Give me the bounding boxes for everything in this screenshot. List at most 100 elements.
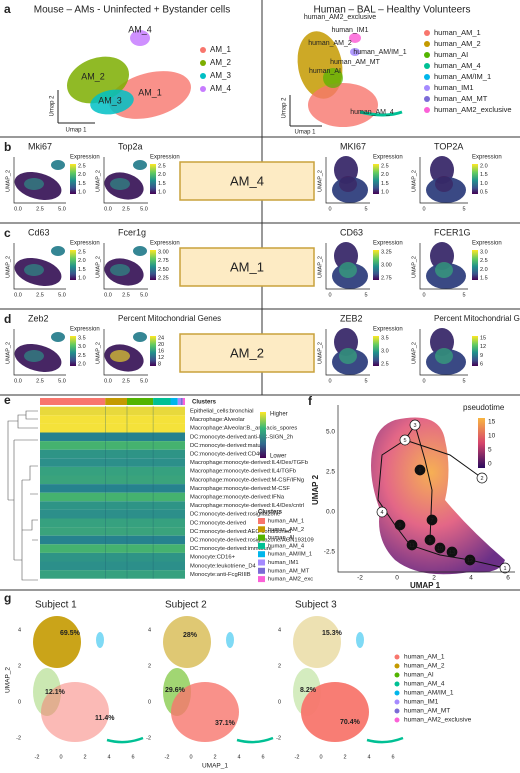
plot-title: FCER1G (434, 227, 471, 237)
axis-title: UMAP_2 (95, 170, 101, 192)
cluster-box-label: AM_4 (230, 173, 264, 188)
node-label: 10 (437, 546, 443, 552)
plot-title: Percent Mitochondrial Genes (434, 314, 520, 323)
axis-line (419, 329, 468, 376)
percent-label: 8.2% (300, 687, 317, 694)
legend-dot (424, 41, 430, 47)
x-tick-label: -2 (165, 754, 170, 760)
plot-title: Top2a (118, 141, 143, 151)
legend-label: human_AM_1 (404, 654, 445, 661)
x-tick-label: 2.5 (36, 378, 44, 384)
legend-label: human_AM_1 (268, 519, 304, 525)
cell-cloud (110, 350, 130, 362)
x-tick-label: 0 (59, 754, 62, 760)
x-tick-label: 4 (367, 754, 370, 760)
row-label: Macrophage:Alveolar (190, 417, 245, 423)
legend-tick-label: 2.0 (78, 361, 86, 367)
x-tick-label: 2 (213, 754, 216, 760)
heatmap-row (40, 544, 185, 553)
percent-label: 11.4% (95, 715, 115, 722)
row-label: Monocyte:CD16+ (190, 555, 236, 561)
legend-dot (200, 86, 206, 92)
legend-title: pseudotime (463, 403, 505, 412)
trajectory-node (376, 506, 388, 518)
percent-label: 37.1% (215, 720, 236, 727)
legend-tick-label: 2.0 (480, 267, 488, 273)
legend-dot (394, 717, 400, 723)
cell-cloud (356, 632, 364, 648)
legend-label: human_AI (434, 50, 468, 59)
cluster-label: human_AM/IM_1 (353, 49, 406, 56)
colorbar (260, 412, 266, 458)
legend-tick-label: 2.0 (381, 172, 389, 178)
cell-cloud (133, 332, 147, 342)
cell-cloud (96, 632, 104, 648)
legend-tick-label: 2.25 (158, 275, 169, 281)
legend-swatch (258, 534, 265, 541)
axis-title: UMAP_2 (411, 256, 417, 278)
panel-letter: b (4, 140, 11, 154)
axis-title: UMAP 2 (311, 474, 320, 505)
legend-tick-label: 2.5 (78, 353, 86, 359)
node-label: 4 (380, 510, 383, 516)
legend-label: human_AM_MT (404, 708, 450, 715)
heatmap-row (40, 527, 185, 536)
cell-cloud (435, 262, 453, 278)
panel-letter: d (4, 312, 11, 326)
x-tick-label: 2 (432, 575, 436, 582)
row-label: Macrophage:monocyte-derived:IL4/Dex/TGFb (190, 460, 308, 466)
heatmap-row (40, 475, 185, 485)
legend-tick-label: 3.5 (381, 335, 389, 341)
axis-title: UMAP_2 (5, 667, 12, 693)
x-tick-label: -2 (295, 754, 300, 760)
x-tick-label: 5 (364, 378, 367, 384)
legend-dot (424, 96, 430, 102)
legend-label: human_AM_MT (268, 568, 310, 574)
row-label: Macrophage:Alveolar:B._anthacis_spores (190, 426, 297, 432)
legend-tick-label: 1.5 (78, 267, 86, 273)
legend-title: Expression (150, 155, 180, 161)
cluster-bar (105, 398, 127, 405)
panel-letter: f (308, 394, 313, 408)
x-tick-label: 5.0 (140, 292, 148, 298)
y-tick-label: 0.0 (326, 509, 335, 516)
legend-title: Expression (70, 241, 100, 247)
row-label: Monocyte:leukotriene_D4 (190, 563, 257, 569)
panel-letter: c (4, 226, 11, 240)
plot-title: Subject 3 (295, 600, 337, 611)
x-tick-label: 5 (462, 292, 465, 298)
cluster-label: human_AM_4 (350, 109, 394, 116)
x-tick-label: 2.5 (122, 292, 130, 298)
axis-title: UMAP_2 (5, 170, 11, 192)
axis-line (103, 157, 148, 204)
legend-swatch (258, 518, 265, 524)
legend-title: Clusters (192, 400, 217, 406)
legend-label: human_AM_4 (434, 61, 481, 70)
trajectory-node (426, 514, 438, 526)
legend-label: human_AM_2 (434, 39, 481, 48)
cell-cloud (171, 682, 239, 742)
legend-tick-label: 5 (488, 447, 492, 454)
axis-line (13, 157, 66, 204)
x-tick-label: 2.5 (36, 292, 44, 298)
panel-letter: a (4, 2, 11, 16)
node-label: 6 (418, 468, 421, 474)
heatmap-row (40, 432, 185, 442)
axis-title: UMAP_2 (5, 256, 11, 278)
legend-tick-label: 20 (158, 342, 164, 348)
legend-tick-label: 2.5 (480, 258, 488, 264)
legend-dot (394, 708, 400, 714)
trajectory-node (406, 539, 418, 551)
node-label: 1 (503, 566, 506, 572)
axis-title: UMAP_2 (317, 256, 323, 278)
legend-tick-label: 2.50 (158, 267, 169, 273)
cluster-label: AM_4 (128, 24, 152, 34)
cell-cloud (133, 246, 147, 256)
axis-arrow (57, 90, 95, 124)
axis-line (337, 405, 515, 573)
percent-label: 70.4% (340, 719, 361, 726)
x-tick-label: 0 (422, 206, 425, 212)
y-tick-label: 0 (148, 699, 151, 705)
